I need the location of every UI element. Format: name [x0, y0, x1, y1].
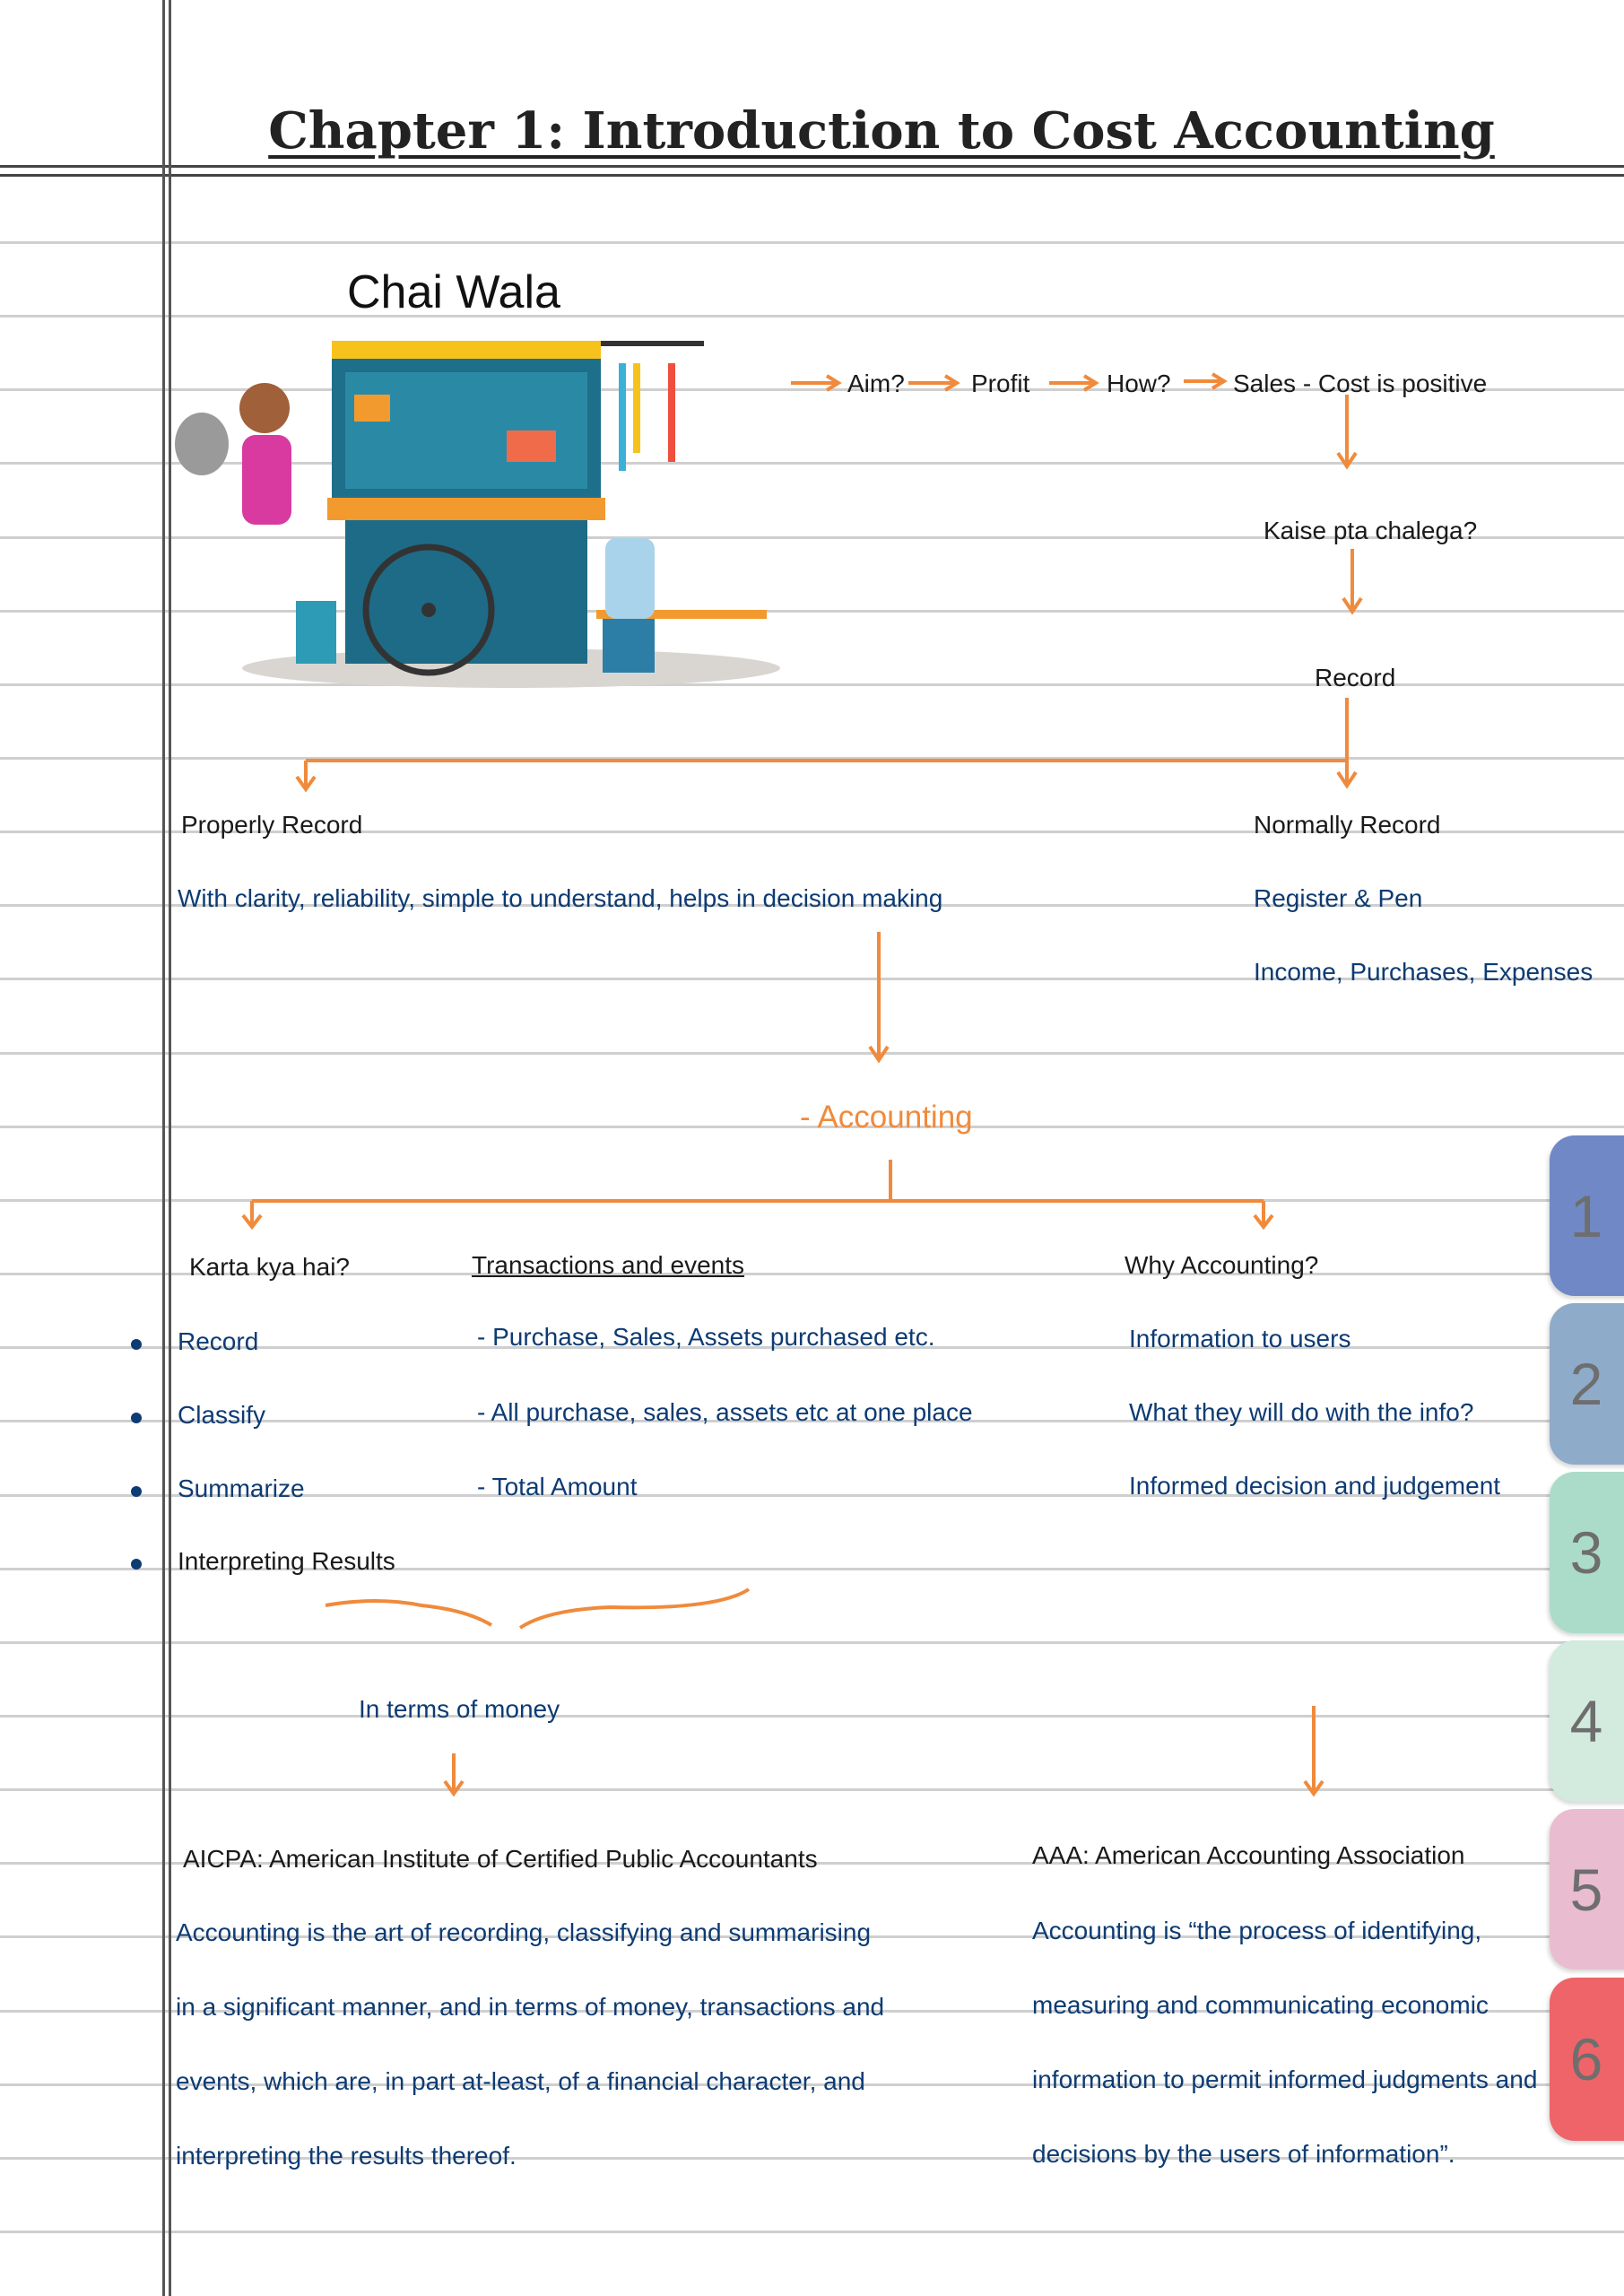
- margin-line: [162, 0, 165, 2296]
- karta-item: Classify: [178, 1401, 266, 1429]
- ruled-line: [0, 1715, 1624, 1718]
- illustration-heading: Chai Wala: [347, 266, 560, 318]
- ruled-line: [0, 462, 1624, 465]
- section-tab-4[interactable]: 4: [1550, 1640, 1624, 1802]
- section-tab-5[interactable]: 5: [1550, 1809, 1624, 1970]
- tea-stall-illustration: [175, 341, 780, 688]
- properly-record-detail: With clarity, reliability, simple to und…: [178, 884, 943, 912]
- ruled-line: [0, 1346, 1624, 1349]
- ruled-line: [0, 2157, 1624, 2160]
- section-tab-3[interactable]: 3: [1550, 1472, 1624, 1633]
- accounting-heading: - Accounting: [800, 1100, 973, 1135]
- section-tab-2[interactable]: 2: [1550, 1303, 1624, 1465]
- ruled-line: [0, 1788, 1624, 1791]
- ruled-line: [0, 683, 1624, 686]
- ruled-line: [0, 1052, 1624, 1055]
- normally-record-item: Register & Pen: [1254, 884, 1423, 912]
- why-item: Information to users: [1129, 1325, 1351, 1352]
- aaa-line: measuring and communicating economic: [1032, 1991, 1489, 2019]
- flow-kaise: Kaise pta chalega?: [1264, 517, 1478, 544]
- ruled-line: [0, 2231, 1624, 2233]
- ruled-line: [0, 2010, 1624, 2013]
- bullet: [131, 1486, 142, 1497]
- karta-heading: Karta kya hai?: [189, 1253, 350, 1281]
- normally-record-heading: Normally Record: [1254, 811, 1441, 839]
- flow-profit: Profit: [971, 370, 1030, 397]
- ruled-line: [0, 1420, 1624, 1422]
- ruled-line: [0, 831, 1624, 833]
- money-note: In terms of money: [359, 1695, 560, 1723]
- ruled-line: [0, 1641, 1624, 1644]
- flow-aim: Aim?: [847, 370, 905, 397]
- why-item: What they will do with the info?: [1129, 1398, 1474, 1426]
- ruled-line: [0, 1126, 1624, 1128]
- page-title: Chapter 1: Introduction to Cost Accounti…: [268, 101, 1495, 161]
- ruled-line: [0, 388, 1624, 391]
- ruled-line: [0, 2083, 1624, 2086]
- aaa-heading: AAA: American Accounting Association: [1032, 1841, 1465, 1869]
- karta-item: Interpreting Results: [178, 1547, 395, 1575]
- ruled-line: [0, 1935, 1624, 1938]
- title-rule: [0, 165, 1624, 168]
- why-item: Informed decision and judgement: [1129, 1472, 1501, 1500]
- flow-how: How?: [1107, 370, 1171, 397]
- bullet: [131, 1339, 142, 1350]
- ruled-line: [0, 536, 1624, 539]
- transactions-item: - Purchase, Sales, Assets purchased etc.: [477, 1323, 935, 1351]
- ruled-line: [0, 1568, 1624, 1570]
- aaa-line: Accounting is “the process of identifyin…: [1032, 1917, 1482, 1944]
- aicpa-line: Accounting is the art of recording, clas…: [176, 1918, 872, 1946]
- aicpa-line: interpreting the results thereof.: [176, 2142, 517, 2170]
- bullet: [131, 1413, 142, 1423]
- ruled-line: [0, 241, 1624, 244]
- ruled-line: [0, 904, 1624, 907]
- aicpa-line: events, which are, in part at-least, of …: [176, 2067, 865, 2095]
- flow-arrows: [241, 372, 1363, 1797]
- ruled-line: [0, 1862, 1624, 1865]
- aicpa-line: in a significant manner, and in terms of…: [176, 1993, 885, 2021]
- ruled-line: [0, 610, 1624, 613]
- transactions-heading: Transactions and events: [472, 1251, 745, 1279]
- section-tab-6[interactable]: 6: [1550, 1978, 1624, 2141]
- margin-line: [169, 0, 171, 2296]
- bullet: [131, 1559, 142, 1570]
- transactions-item: - Total Amount: [477, 1473, 638, 1500]
- karta-item: Record: [178, 1327, 259, 1355]
- transactions-item: - All purchase, sales, assets etc at one…: [477, 1398, 973, 1426]
- karta-item: Summarize: [178, 1474, 305, 1502]
- section-tab-1[interactable]: 1: [1550, 1135, 1624, 1296]
- aaa-line: decisions by the users of information”.: [1032, 2140, 1455, 2168]
- aicpa-heading: AICPA: American Institute of Certified P…: [183, 1845, 818, 1873]
- flow-sales-cost: Sales - Cost is positive: [1233, 370, 1488, 397]
- ruled-line: [0, 1494, 1624, 1497]
- why-accounting-heading: Why Accounting?: [1125, 1251, 1319, 1279]
- ruled-line: [0, 315, 1624, 317]
- ruled-line: [0, 1273, 1624, 1275]
- normally-record-item: Income, Purchases, Expenses: [1254, 958, 1594, 986]
- title-rule: [0, 174, 1624, 177]
- ruled-line: [0, 757, 1624, 760]
- flow-record: Record: [1315, 664, 1396, 691]
- aaa-line: information to permit informed judgments…: [1032, 2066, 1538, 2093]
- ruled-line: [0, 978, 1624, 980]
- properly-record-heading: Properly Record: [181, 811, 363, 839]
